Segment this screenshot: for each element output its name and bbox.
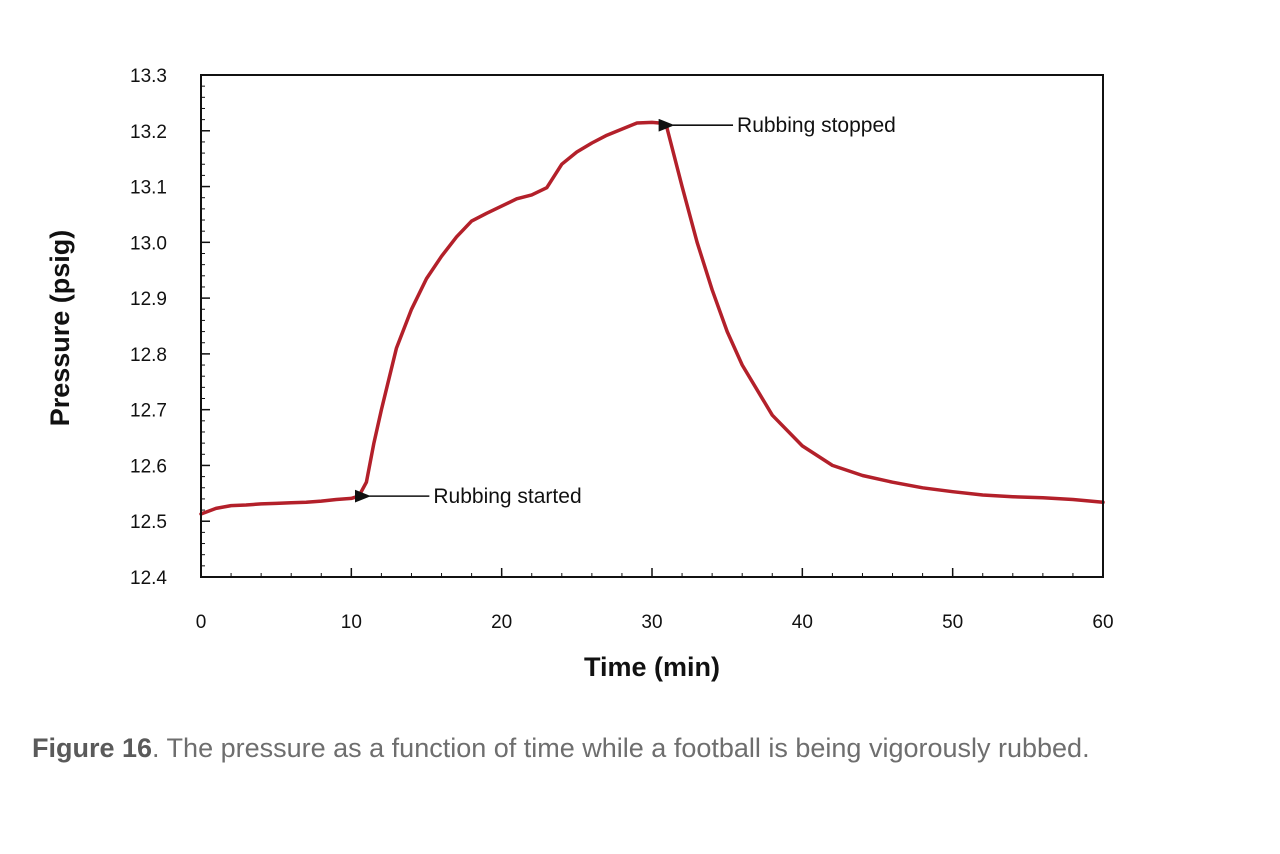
annotations: Rubbing started Rubbing stopped [354,114,896,508]
pressure-series-line [199,120,1105,516]
y-tick-label: 12.9 [130,289,167,310]
y-tick-label: 13.1 [130,178,167,199]
x-tick-label: 30 [641,612,662,633]
y-tick-label: 12.5 [130,512,167,533]
x-tick-label: 60 [1092,612,1113,633]
tick-labels: 12.4 12.5 12.6 12.7 12.8 12.9 13.0 13.1 13.2 13.3… [130,66,1114,633]
y-tick-label: 12.7 [130,401,167,422]
caption-text: . The pressure as a function of time whi… [152,733,1090,763]
y-tick-label: 12.4 [130,568,167,589]
tick-marks [200,74,1104,578]
figure-caption: Figure 16. The pressure as a function of… [32,733,1090,764]
series-layer [199,120,1105,516]
x-tick-label: 40 [792,612,813,633]
y-tick-label: 13.0 [130,233,167,254]
y-tick-label: 12.6 [130,456,167,477]
y-tick-label: 13.3 [130,66,167,87]
x-tick-label: 10 [341,612,362,633]
y-axis-title: Pressure (psig) [45,230,75,427]
y-tick-label: 13.2 [130,122,167,143]
annotation-rubbing-stopped: Rubbing stopped [737,114,896,137]
x-tick-label: 50 [942,612,963,633]
plot-frame [200,74,1104,578]
x-axis-title: Time (min) [584,652,720,682]
caption-lead: Figure 16 [32,733,153,763]
x-tick-label: 0 [196,612,207,633]
x-tick-label: 20 [491,612,512,633]
y-tick-label: 12.8 [130,345,167,366]
annotation-rubbing-started: Rubbing started [433,485,581,508]
